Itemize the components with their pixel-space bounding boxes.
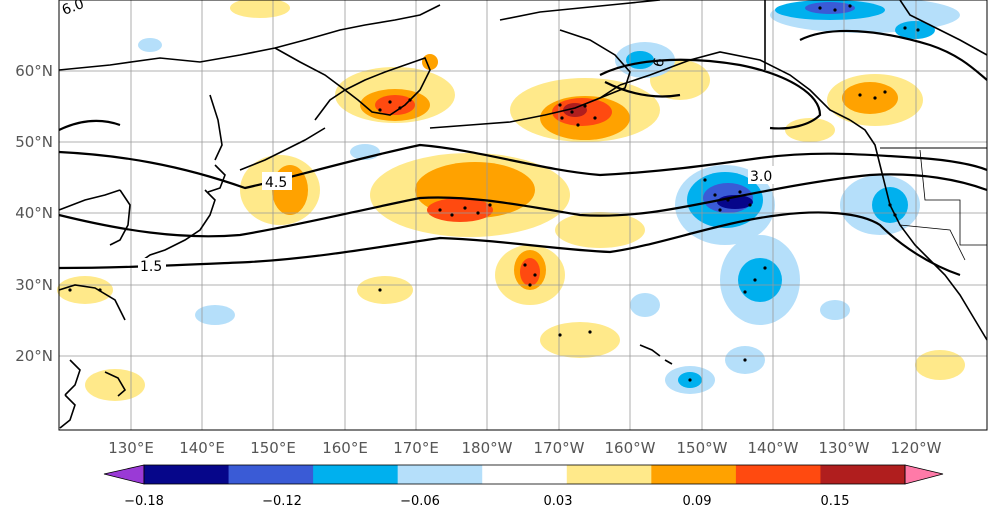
colorbar-segments <box>144 465 906 484</box>
colorbar: −0.18 −0.12 −0.06 0.03 0.09 0.15 <box>103 464 944 509</box>
significance-stippling <box>68 4 920 382</box>
lon-label-150e: 150°E <box>250 439 296 457</box>
colorbar-tick-label: 0.15 <box>821 494 850 509</box>
colorbar-segment <box>566 465 652 484</box>
colorbar-tick-label: −0.06 <box>400 494 440 509</box>
colorbar-extend-min <box>103 464 145 485</box>
lon-label-150w: 150°W <box>677 439 728 457</box>
colorbar-segment <box>820 465 906 484</box>
lon-label-160e: 160°E <box>322 439 368 457</box>
colorbar-segment <box>651 465 737 484</box>
colorbar-tick-label: −0.18 <box>124 494 164 509</box>
contour-label-3-0: 3.0 <box>750 169 772 185</box>
colorbar-segment <box>228 465 314 484</box>
colorbar-tick-label: −0.12 <box>262 494 302 509</box>
lat-label-50n: 50°N <box>15 133 53 151</box>
colorbar-tick-label: 0.03 <box>544 494 573 509</box>
colorbar-segment <box>397 465 483 484</box>
lon-label-180w: 180°W <box>462 439 513 457</box>
coastlines <box>58 0 988 429</box>
colorbar-tick-label: 0.09 <box>683 494 712 509</box>
contour-label-1-5: 1.5 <box>140 259 162 275</box>
lon-label-140e: 140°E <box>179 439 225 457</box>
map-panel: 4.5 3.0 1.5 6.0 6 <box>57 0 988 431</box>
lon-label-130e: 130°E <box>108 439 154 457</box>
lon-label-170e: 170°E <box>393 439 439 457</box>
lat-label-60n: 60°N <box>15 62 53 80</box>
colorbar-segment <box>144 465 230 484</box>
lon-label-120w: 120°W <box>891 439 942 457</box>
contour-label-6: 6 <box>650 56 668 69</box>
colorbar-frame <box>143 464 906 485</box>
lon-label-140w: 140°W <box>748 439 799 457</box>
colorbar-segment <box>313 465 399 484</box>
lon-label-170w: 170°W <box>534 439 585 457</box>
contour-label-4-5: 4.5 <box>265 175 287 191</box>
anomaly-shading <box>57 0 965 401</box>
colorbar-segment <box>735 465 821 484</box>
lon-label-130w: 130°W <box>819 439 870 457</box>
longitude-labels: 130°E 140°E 150°E 160°E 170°E 180°W 170°… <box>108 439 941 457</box>
latitude-labels: 60°N 50°N 40°N 30°N 20°N <box>15 62 53 365</box>
colorbar-segment <box>482 465 568 484</box>
climatology-contours <box>58 29 988 277</box>
lon-label-160w: 160°W <box>605 439 656 457</box>
lat-label-30n: 30°N <box>15 276 53 294</box>
lat-label-20n: 20°N <box>15 347 53 365</box>
colorbar-extend-max <box>904 464 944 485</box>
map-frame <box>58 0 988 431</box>
lat-label-40n: 40°N <box>15 204 53 222</box>
